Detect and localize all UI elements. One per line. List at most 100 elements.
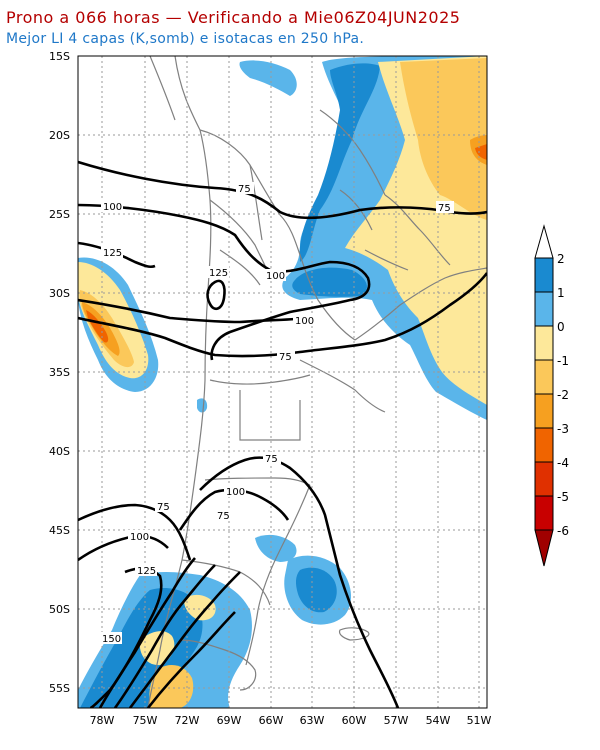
clab-bg-3 (436, 201, 454, 213)
clab-bg-15 (100, 632, 122, 644)
clab-75-s: 75 (265, 454, 278, 465)
clab-bg-7 (293, 314, 315, 326)
border-arg-south1 (204, 477, 311, 486)
lon-label-69w: 69W (217, 714, 242, 727)
lon-label-51w: 51W (467, 714, 492, 727)
colorbar-swatch-1 (534, 291, 554, 327)
lon-label-72w: 72W (175, 714, 200, 727)
border-interior-3 (219, 249, 261, 286)
lon-label-57w: 57W (384, 714, 409, 727)
cb-label-m4: -4 (557, 456, 569, 470)
clab-125-w: 125 (137, 566, 156, 577)
colorbar-swatch-3 (534, 359, 554, 395)
border-arg-coast (245, 484, 311, 666)
clab-100-w: 100 (130, 532, 149, 543)
isotach-125-loop (206, 279, 226, 311)
li-shade-south-yellow2 (184, 594, 216, 621)
clab-bg-10 (224, 485, 246, 497)
cb-label-0: 0 (557, 320, 565, 334)
isotach-labels: 75 100 75 125 125 100 100 75 75 100 75 7… (100, 182, 454, 645)
cb-label-2: 2 (557, 252, 565, 266)
lat-label-15s: 15S (49, 50, 70, 63)
lat-label-55s: 55S (49, 682, 70, 695)
clab-100-s: 100 (226, 487, 245, 498)
clab-bg-6 (264, 269, 286, 281)
border-arg-mid (209, 374, 311, 385)
plot-frame (77, 55, 488, 709)
clab-bg-8 (277, 350, 295, 362)
border-brazil-south (354, 267, 487, 341)
lat-axis: 15S 20S 25S 30S 35S 40S 45S 50S 55S (49, 50, 70, 695)
border-east-1 (279, 214, 356, 341)
isotach-150 (98, 557, 196, 708)
clab-bg-11 (155, 500, 173, 512)
lon-label-63w: 63W (300, 714, 325, 727)
lat-label-45s: 45S (49, 524, 70, 537)
lat-label-30s: 30S (49, 287, 70, 300)
li-shade-mid-blue (255, 534, 297, 562)
colorbar-swatch-2 (534, 325, 554, 361)
cb-label-m5: -5 (557, 490, 569, 504)
clab-bg-5 (207, 266, 229, 278)
li-shade-small-blue2 (197, 398, 208, 413)
country-borders (147, 56, 487, 708)
isotach-100-east (128, 571, 241, 708)
lat-label-40s: 40S (49, 445, 70, 458)
li-shade-small-blue (239, 60, 297, 96)
clab-bg-4 (101, 246, 123, 258)
lat-label-50s: 50S (49, 603, 70, 616)
lat-label-25s: 25S (49, 208, 70, 221)
clab-100-mid1: 100 (266, 271, 285, 282)
clab-75-n: 75 (238, 184, 251, 195)
colorbar-swatch-7 (534, 495, 554, 531)
clab-125-loop: 125 (209, 268, 228, 279)
li-shade-west-red (86, 310, 109, 343)
colorbar-swatch-5 (534, 427, 554, 463)
li-shade-se-darkblue (295, 567, 337, 613)
clab-bg-9 (263, 452, 281, 464)
isotach-125-north (78, 241, 156, 269)
border-interior-4 (339, 189, 373, 231)
isotach-75-far-south (146, 611, 236, 708)
li-shade-ne-darkblue2 (292, 267, 367, 297)
clab-bg-14 (135, 564, 157, 576)
border-east-2 (319, 109, 386, 196)
lon-label-66w: 66W (259, 714, 284, 727)
map-gridlines (78, 56, 487, 708)
map-subtitle: Mejor LI 4 capas (K,somb) e isotacas en … (6, 31, 365, 47)
colorbar (534, 224, 554, 567)
lat-label-20s: 20S (49, 129, 70, 142)
isotach-75-mid (78, 272, 487, 358)
colorbar-swatch-4 (534, 393, 554, 429)
isotach-125-east (113, 564, 216, 708)
clab-100-mid2: 100 (295, 316, 314, 327)
cb-label-1: 1 (557, 286, 565, 300)
border-interior-5 (364, 249, 409, 271)
border-arg-east (299, 359, 386, 413)
border-arg-mid2 (239, 390, 301, 441)
border-east-3 (384, 194, 451, 266)
isotach-75-south (199, 456, 400, 708)
lon-axis: 78W 75W 72W 69W 66W 63W 60W 57W 54W 51W (90, 714, 492, 727)
clab-bg-12 (215, 509, 233, 521)
clab-125-n: 125 (103, 248, 122, 259)
lat-label-35s: 35S (49, 366, 70, 379)
colorbar-top-arrow (534, 224, 554, 259)
colorbar-bottom-arrow (534, 529, 554, 567)
cb-label-m6: -6 (557, 524, 569, 538)
clab-75-mid: 75 (279, 352, 292, 363)
clab-75-ne: 75 (438, 203, 451, 214)
lifted-index-shading (78, 56, 487, 708)
border-interior-1 (149, 56, 176, 121)
lon-label-78w: 78W (90, 714, 115, 727)
clab-75-s2: 75 (157, 502, 170, 513)
cb-label-m3: -3 (557, 422, 569, 436)
li-shade-ne-red (475, 144, 487, 160)
clab-bg-13 (128, 530, 150, 542)
isotach-100-west (78, 534, 169, 562)
colorbar-labels: 2 1 0 -1 -2 -3 -4 -5 -6 (557, 252, 569, 538)
clab-150: 150 (102, 634, 121, 645)
border-south-america-west-coast (147, 56, 212, 708)
clab-bg-1 (236, 182, 254, 194)
